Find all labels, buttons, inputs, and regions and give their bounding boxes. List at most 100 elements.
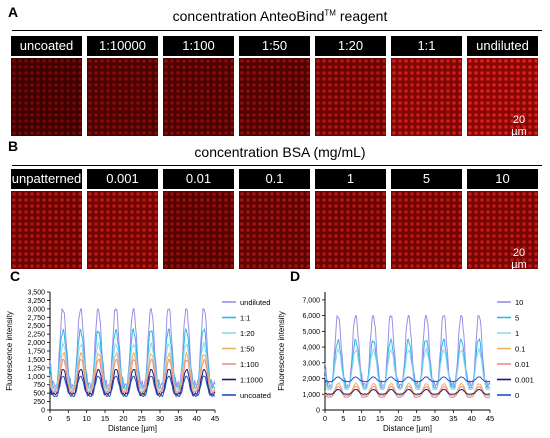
series-line-0.1: [324, 382, 491, 397]
y-tick-label: 3,500: [27, 290, 45, 297]
legend-label-0: 0: [515, 391, 519, 400]
y-tick-label: 0: [316, 408, 320, 415]
panel-a-header-3: 1:50: [239, 36, 310, 56]
x-tick-label: 25: [412, 414, 420, 423]
x-tick-label: 15: [376, 414, 384, 423]
x-tick-label: 20: [119, 414, 127, 423]
panel-b-header-1: 0.001: [87, 169, 158, 189]
x-tick-label: 20: [394, 414, 402, 423]
panel-a-title: concentration AnteoBindTM reagent: [10, 8, 550, 24]
legend-label-5: 5: [515, 314, 519, 323]
y-tick-label: 3,000: [27, 306, 45, 313]
series-line-5: [324, 337, 490, 390]
y-tick-label: 2,750: [27, 315, 45, 322]
x-tick-label: 35: [174, 414, 182, 423]
panel-a-title-sup: TM: [324, 8, 336, 18]
legend-label-0.1: 0.1: [515, 345, 525, 354]
legend-label-uncoated: uncoated: [240, 391, 271, 400]
panel-c-label: C: [10, 268, 21, 284]
panel-b-rule: [12, 165, 542, 166]
panel-b-scale-bar: 20 µm: [505, 247, 533, 274]
y-tick-label: 7,000: [302, 297, 320, 304]
panel-a-image-3: [239, 58, 310, 136]
legend-label-0.01: 0.01: [515, 360, 530, 369]
chart-c: 02505007501,0001,2501,5001,7502,0002,250…: [5, 290, 271, 434]
series-line-10: [324, 314, 491, 389]
panel-b-label: B: [8, 138, 19, 154]
panel-a-image-5: [391, 58, 462, 136]
legend-label-1:100: 1:100: [240, 360, 259, 369]
panel-b-image-6: [467, 191, 538, 269]
x-tick-label: 30: [431, 414, 439, 423]
series-line-0.001: [324, 388, 491, 395]
y-axis-label: Fluorescence intensity: [5, 311, 14, 391]
y-tick-label: 750: [33, 382, 45, 389]
x-tick-label: 40: [192, 414, 200, 423]
y-tick-label: 2,000: [27, 340, 45, 347]
panel-b-scale-bar-label: 20 µm: [511, 247, 527, 271]
legend-label-undiluted: undiluted: [240, 298, 270, 307]
y-tick-label: 5,000: [302, 329, 320, 336]
panel-b-image-1: [87, 191, 158, 269]
series-line-0: [324, 376, 491, 383]
y-tick-label: 500: [33, 391, 45, 398]
x-tick-label: 35: [449, 414, 457, 423]
panel-a-header-0: uncoated: [11, 36, 82, 56]
panel-a-scale-bar-line: [505, 139, 533, 141]
panel-a-header-1: 1:10000: [87, 36, 158, 56]
panel-b-image-4: [315, 191, 386, 269]
y-tick-label: 2,250: [27, 332, 45, 339]
panel-a-header-5: 1:1: [391, 36, 462, 56]
panel-a-image-6: [467, 58, 538, 136]
panel-d-label: D: [290, 268, 301, 284]
panel-b-header-4: 1: [315, 169, 386, 189]
panel-b-header-0: unpatterned: [11, 169, 82, 189]
x-tick-label: 10: [357, 414, 365, 423]
x-tick-label: 0: [48, 414, 52, 423]
x-tick-label: 30: [156, 414, 164, 423]
series-line-1:50: [49, 351, 216, 393]
series-line-undiluted: [49, 307, 216, 389]
y-tick-label: 3,250: [27, 298, 45, 305]
panel-b-title: concentration BSA (mg/mL): [194, 144, 366, 160]
panel-b-image-2: [163, 191, 234, 269]
panel-b-image-5: [391, 191, 462, 269]
legend-label-10: 10: [515, 298, 523, 307]
y-tick-label: 3,000: [302, 360, 320, 367]
x-tick-label: 0: [323, 414, 327, 423]
panel-a-header-4: 1:20: [315, 36, 386, 56]
series-line-1: [324, 346, 491, 391]
panel-b-header-5: 5: [391, 169, 462, 189]
x-axis-label: Distance [µm]: [108, 424, 157, 433]
y-tick-label: 2,500: [27, 323, 45, 330]
y-axis-label: Fluorescence intensity: [277, 311, 286, 391]
y-tick-label: 1,500: [27, 357, 45, 364]
x-tick-label: 15: [101, 414, 109, 423]
panel-a-image-4: [315, 58, 386, 136]
panel-a-scale-bar: 20 µm: [505, 114, 533, 141]
legend-label-1:50: 1:50: [240, 345, 255, 354]
legend-label-1:1: 1:1: [240, 314, 250, 323]
panel-a-title-suffix: reagent: [335, 8, 388, 24]
series-line-uncoated: [49, 375, 216, 398]
panel-a-image-2: [163, 58, 234, 136]
x-tick-label: 25: [137, 414, 145, 423]
panel-b-scale-bar-line: [505, 272, 533, 274]
panel-b-image-0: [11, 191, 82, 269]
x-tick-label: 5: [341, 414, 345, 423]
y-tick-label: 4,000: [302, 345, 320, 352]
panel-a-header-6: undiluted: [467, 36, 538, 56]
y-tick-label: 0: [41, 408, 45, 415]
series-line-1:100: [49, 358, 216, 395]
legend-label-1: 1: [515, 329, 519, 338]
x-axis-label: Distance [µm]: [383, 424, 432, 433]
panel-a-rule: [12, 30, 542, 31]
x-tick-label: 5: [66, 414, 70, 423]
x-tick-label: 45: [211, 414, 219, 423]
y-tick-label: 6,000: [302, 313, 320, 320]
x-tick-label: 45: [486, 414, 494, 423]
panel-b-header-3: 0.1: [239, 169, 310, 189]
x-tick-label: 10: [82, 414, 90, 423]
x-tick-label: 40: [467, 414, 475, 423]
